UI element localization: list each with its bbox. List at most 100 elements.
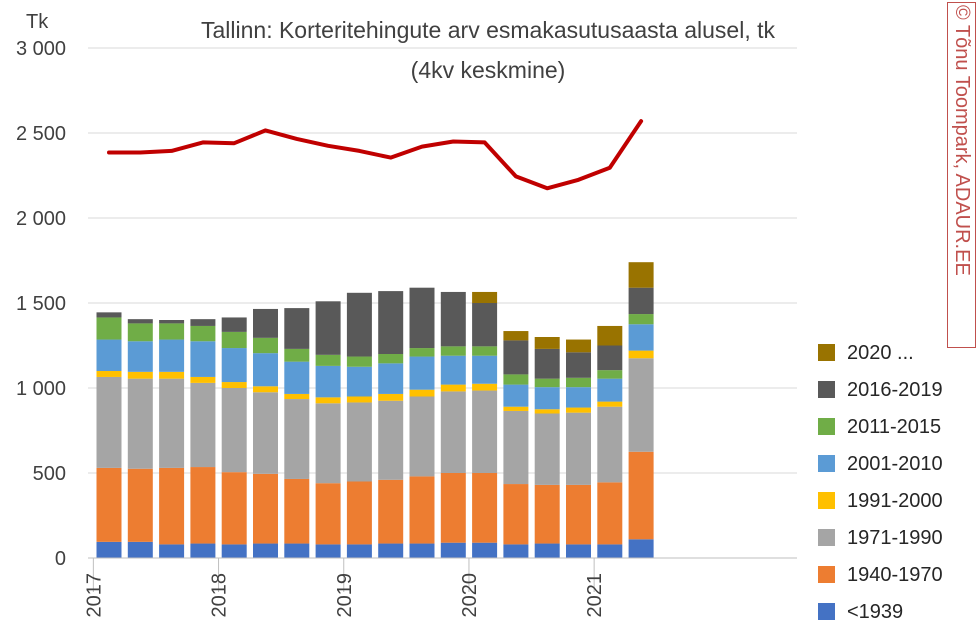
legend-label: 1940-1970 (847, 564, 943, 586)
bar-segment (566, 544, 591, 558)
bar-stack (472, 291, 498, 558)
legend-label: 2001-2010 (847, 453, 943, 475)
bar-segment (127, 371, 153, 379)
bar-segment (96, 317, 122, 340)
bar-segment (534, 378, 560, 388)
bar-segment (96, 371, 122, 377)
bar-segment (440, 384, 466, 392)
bar-segment (566, 352, 591, 378)
bar-stacks (96, 262, 654, 558)
bar-segment (253, 473, 278, 544)
bar-segment (440, 346, 466, 356)
legend-swatch (818, 492, 835, 509)
bar-segment (409, 356, 435, 390)
bar-segment (159, 339, 185, 372)
chart-title: Tallinn: Korteritehingute arv esmakasutu… (201, 17, 776, 43)
bar-segment (440, 391, 466, 473)
bar-segment (566, 387, 591, 408)
bar-segment (253, 337, 278, 354)
bar-stack (253, 308, 278, 558)
bar-segment (566, 377, 591, 388)
legend-label: 1991-2000 (847, 490, 943, 512)
bar-segment (503, 406, 529, 411)
bar-segment (628, 324, 654, 351)
bar-segment (472, 390, 498, 473)
bar-segment (534, 348, 560, 379)
bar-segment (472, 542, 498, 558)
bar-segment (315, 365, 341, 398)
bar-segment (503, 484, 529, 545)
bar-segment (378, 291, 404, 354)
bar-segment (253, 353, 278, 387)
bar-segment (534, 387, 560, 410)
bar-segment (284, 393, 310, 400)
bar-segment (284, 478, 310, 544)
bar-segment (534, 484, 560, 544)
legend-item: 2020 ... (818, 342, 914, 364)
y-tick-label: 1 500 (16, 293, 66, 315)
legend-swatch (818, 603, 835, 620)
bar-segment (221, 348, 247, 383)
bar-stack (597, 325, 623, 558)
bar-segment (315, 544, 341, 558)
bar-stack (378, 291, 404, 558)
bar-segment (159, 378, 185, 468)
legend-item: 2001-2010 (818, 453, 943, 475)
y-tick-label: 1 000 (16, 378, 66, 400)
legend: 2020 ... 2016-2019 2011-2015 2001-2010 1991-… (818, 342, 943, 623)
bar-segment (597, 544, 623, 558)
bar-segment (597, 370, 623, 379)
bar-segment (159, 467, 185, 545)
bar-segment (190, 382, 216, 468)
bar-segment (503, 331, 529, 341)
bar-segment (378, 479, 404, 544)
bar-segment (472, 473, 498, 543)
bar-segment (534, 409, 560, 414)
bar-segment (190, 543, 216, 558)
bar-stack (96, 312, 122, 558)
bar-segment (284, 543, 310, 558)
bar-segment (597, 345, 623, 371)
bar-segment (284, 348, 310, 362)
bar-segment (96, 312, 122, 318)
bar-segment (440, 542, 466, 558)
bar-stack (221, 317, 247, 558)
legend-label: 1971-1990 (847, 527, 943, 549)
bar-segment (409, 396, 435, 477)
bar-stack (409, 287, 435, 558)
bar-segment (440, 291, 466, 347)
legend-label: <1939 (847, 601, 903, 623)
bar-segment (253, 392, 278, 474)
bar-segment (253, 543, 278, 558)
bar-segment (472, 383, 498, 391)
bar-segment (597, 325, 623, 346)
legend-item: 1991-2000 (818, 490, 943, 512)
bar-segment (409, 543, 435, 558)
bar-segment (346, 544, 372, 558)
bar-segment (253, 386, 278, 393)
bar-segment (315, 301, 341, 355)
bar-segment (127, 319, 153, 324)
legend-swatch (818, 529, 835, 546)
x-tick-label: 2021 (584, 573, 606, 618)
x-tick-label: 2019 (334, 573, 356, 618)
bar-segment (221, 388, 247, 473)
y-tick-label: 2 000 (16, 208, 66, 230)
x-tick-label: 2018 (209, 573, 231, 618)
bar-segment (96, 339, 122, 371)
bar-segment (284, 399, 310, 479)
bar-segment (127, 468, 153, 542)
legend-swatch (818, 566, 835, 583)
bar-stack (534, 337, 560, 558)
bar-segment (472, 346, 498, 356)
bar-segment (566, 484, 591, 545)
bar-segment (597, 378, 623, 402)
bar-segment (159, 544, 185, 558)
bar-stack (503, 331, 529, 558)
bar-segment (503, 384, 529, 407)
bar-segment (472, 355, 498, 384)
y-axis-tick-labels: 0 500 1 000 1 500 2 000 2 500 3 000 (16, 38, 66, 570)
bar-segment (190, 325, 216, 342)
bar-segment (284, 308, 310, 349)
